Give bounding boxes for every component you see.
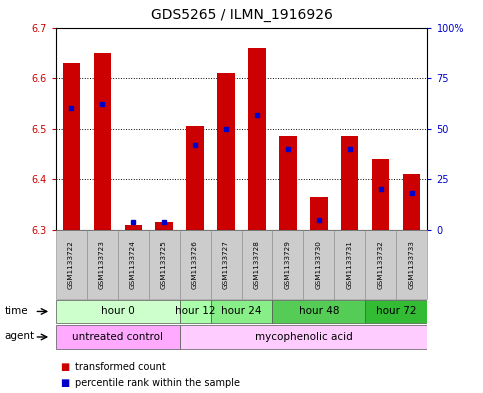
Text: hour 12: hour 12 bbox=[175, 307, 215, 316]
Bar bbox=[366, 300, 427, 323]
Bar bbox=[311, 197, 327, 230]
Bar bbox=[186, 126, 203, 230]
Text: GSM1133729: GSM1133729 bbox=[285, 240, 291, 289]
Text: transformed count: transformed count bbox=[75, 362, 166, 373]
Text: GSM1133730: GSM1133730 bbox=[316, 240, 322, 289]
Text: GSM1133725: GSM1133725 bbox=[161, 240, 167, 289]
Text: GDS5265 / ILMN_1916926: GDS5265 / ILMN_1916926 bbox=[151, 7, 332, 22]
Text: time: time bbox=[4, 306, 28, 316]
Text: percentile rank within the sample: percentile rank within the sample bbox=[75, 378, 240, 388]
Text: GSM1133724: GSM1133724 bbox=[130, 240, 136, 289]
Text: untreated control: untreated control bbox=[72, 332, 163, 342]
Text: GSM1133722: GSM1133722 bbox=[68, 240, 74, 289]
Text: ■: ■ bbox=[60, 378, 70, 388]
Text: GSM1133726: GSM1133726 bbox=[192, 240, 198, 289]
Text: GSM1133731: GSM1133731 bbox=[347, 240, 353, 289]
Bar bbox=[341, 136, 358, 230]
Bar bbox=[56, 300, 180, 323]
Bar bbox=[248, 48, 266, 230]
Text: hour 48: hour 48 bbox=[298, 307, 339, 316]
Bar bbox=[56, 325, 180, 349]
Bar bbox=[180, 325, 427, 349]
Bar bbox=[403, 174, 421, 230]
Bar bbox=[180, 300, 211, 323]
Text: GSM1133728: GSM1133728 bbox=[254, 240, 260, 289]
Bar bbox=[125, 225, 142, 230]
Text: hour 72: hour 72 bbox=[376, 307, 417, 316]
Bar bbox=[94, 53, 111, 230]
Text: agent: agent bbox=[4, 331, 35, 342]
Bar bbox=[211, 300, 272, 323]
Bar bbox=[217, 73, 235, 230]
Text: hour 0: hour 0 bbox=[100, 307, 134, 316]
Bar bbox=[280, 136, 297, 230]
Text: ■: ■ bbox=[60, 362, 70, 373]
Text: mycophenolic acid: mycophenolic acid bbox=[255, 332, 353, 342]
Text: GSM1133732: GSM1133732 bbox=[378, 240, 384, 289]
Bar bbox=[156, 222, 172, 230]
Text: GSM1133723: GSM1133723 bbox=[99, 240, 105, 289]
Text: hour 24: hour 24 bbox=[221, 307, 262, 316]
Bar bbox=[62, 63, 80, 230]
Bar bbox=[372, 159, 389, 230]
Text: GSM1133727: GSM1133727 bbox=[223, 240, 229, 289]
Text: GSM1133733: GSM1133733 bbox=[409, 240, 415, 289]
Bar bbox=[272, 300, 366, 323]
